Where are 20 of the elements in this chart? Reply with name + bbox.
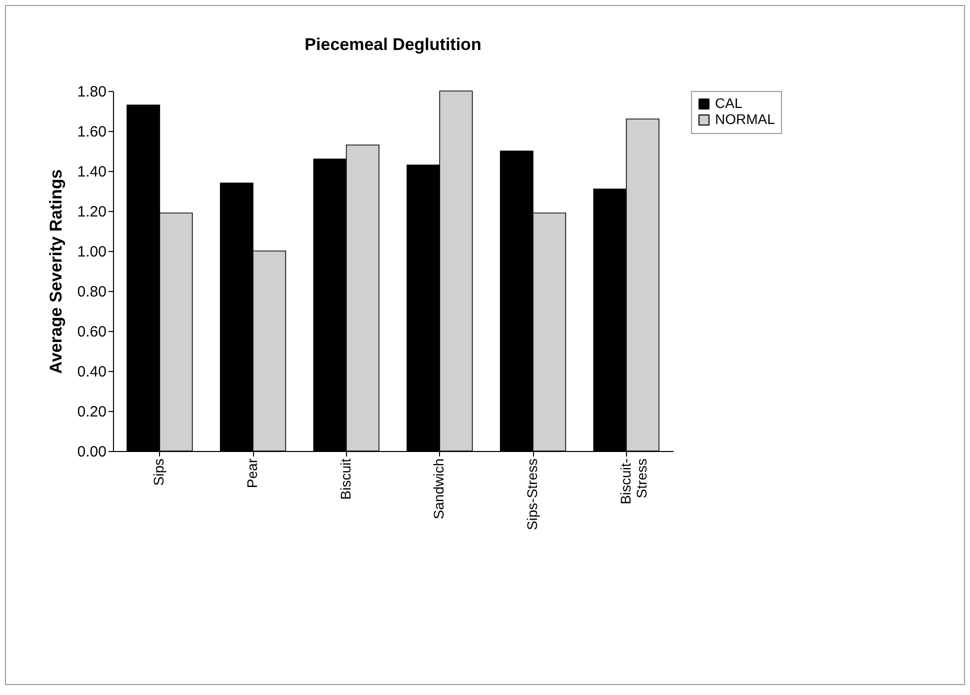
x-tick-label: Sandwich — [430, 458, 447, 520]
x-tick-label: Pear — [244, 458, 260, 488]
y-tick-label: 0.80 — [77, 284, 106, 300]
x-tick-label: Biscuit- Stress — [617, 458, 650, 504]
y-tick-label: 1.60 — [77, 124, 106, 140]
y-tick-label: 1.20 — [77, 204, 106, 220]
y-axis-title: Average Severity Ratings — [46, 169, 66, 374]
y-tick-label: 1.40 — [77, 164, 106, 180]
y-tick-label: 0.60 — [77, 324, 106, 340]
y-tick-label: 1.80 — [77, 84, 106, 100]
x-tick-label: Sips — [150, 458, 167, 486]
x-tick-label: Biscuit — [337, 458, 354, 500]
chart-title: Piecemeal Deglutition — [304, 35, 482, 54]
legend-label: CAL — [715, 95, 742, 111]
y-tick-label: 0.40 — [77, 364, 106, 380]
y-tick-label: 0.20 — [77, 404, 106, 420]
y-tick-label: 0.00 — [77, 444, 106, 460]
legend-label: NORMAL — [715, 111, 776, 127]
y-tick-label: 1.00 — [77, 244, 106, 260]
x-tick-label: Sips-Stress — [524, 458, 540, 530]
